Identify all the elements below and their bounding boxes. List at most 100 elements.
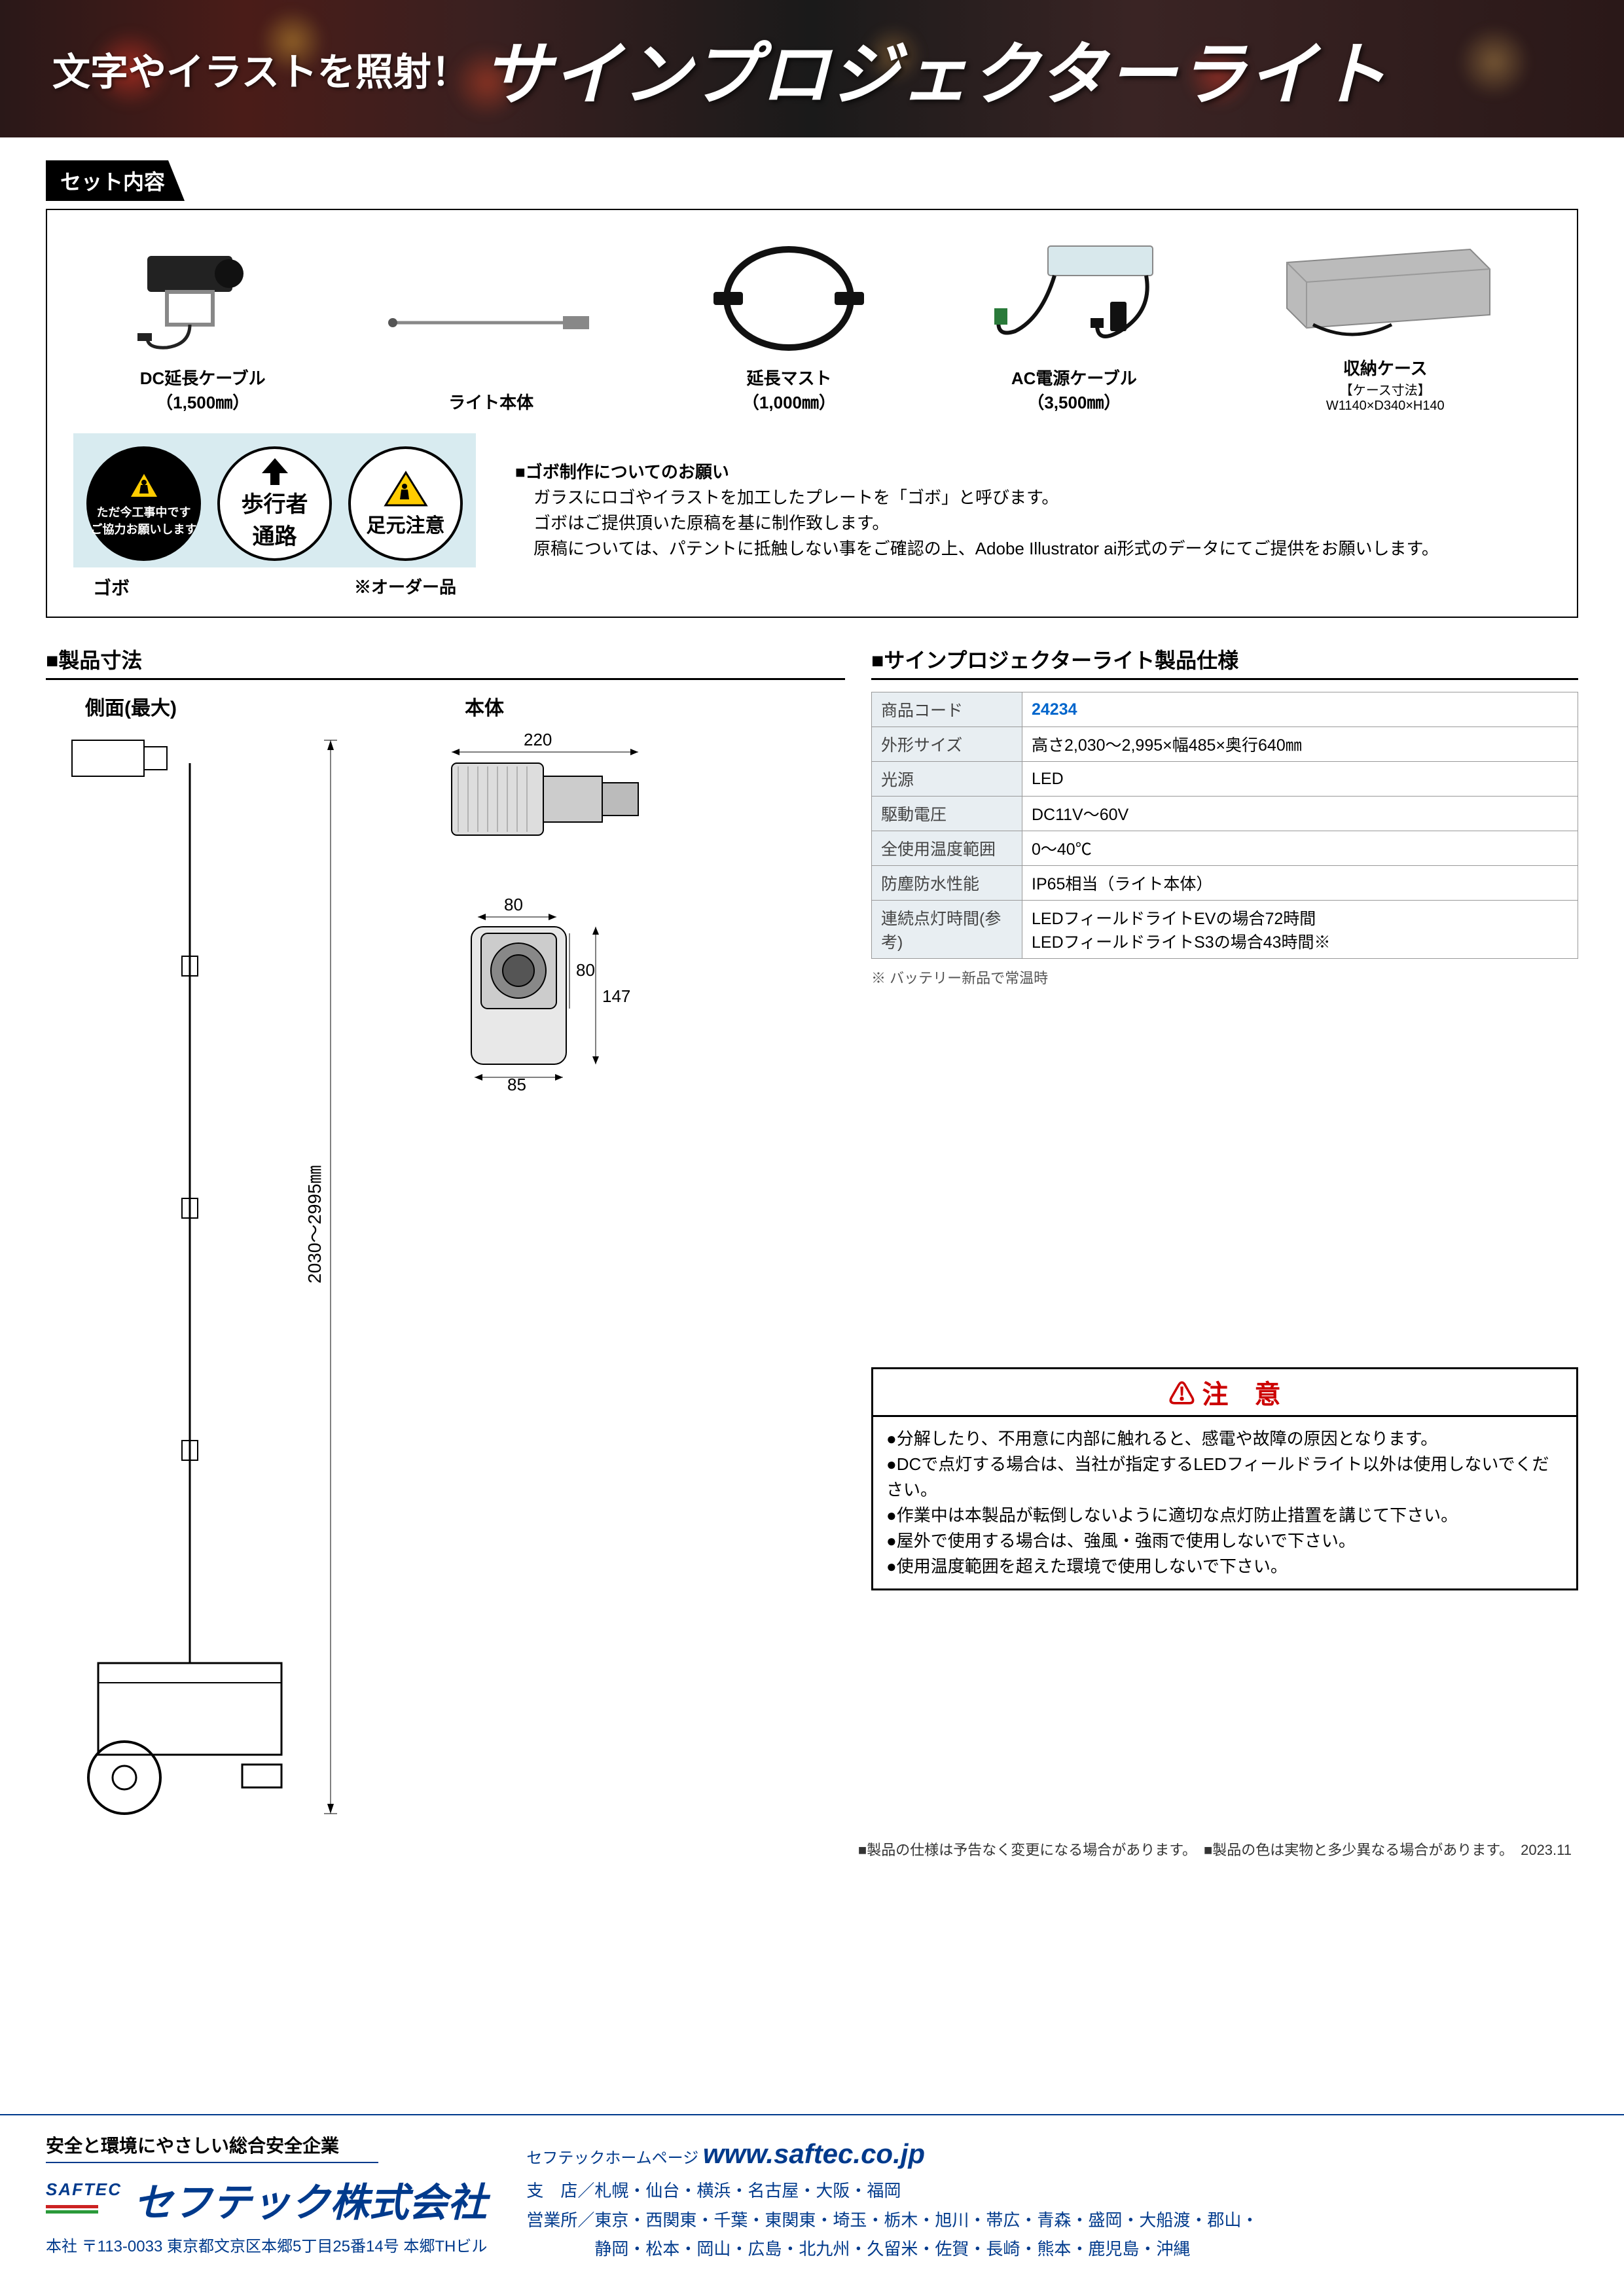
set-item-dc-cable: DC延長ケーブル （1,500㎜）: [128, 240, 278, 414]
gobo-note-head: ■ゴボ制作についてのお願い: [515, 459, 1439, 485]
branches-line2: 営業所／東京・西関東・千葉・東関東・埼玉・栃木・旭川・帯広・青森・盛岡・大船渡・…: [526, 2206, 1578, 2234]
table-row: 商品コード24234: [872, 692, 1578, 727]
hp-label: セフテックホームページ: [526, 2149, 698, 2167]
footer: 安全と環境にやさしい総合安全企業 SAFTEC セフテック株式会社 本社 〒11…: [0, 2114, 1624, 2296]
footer-tagline: 安全と環境にやさしい総合安全企業: [46, 2132, 378, 2163]
company-address: 本社 〒113-0033 東京都文京区本郷5丁目25番14号 本郷THビル: [46, 2233, 487, 2256]
dimensions-head: ■製品寸法: [46, 644, 845, 680]
table-row: 光源LED: [872, 762, 1578, 797]
gobo-area: ただ今工事中です ご協力お願いします 歩行者 通路 足元注意 ゴボ: [73, 433, 1551, 600]
case-dim-label: 【ケース寸法】: [1340, 380, 1431, 399]
spec-table: 商品コード24234 外形サイズ高さ2,030～2,995×幅485×奥行640…: [871, 692, 1578, 959]
table-row: 防塵防水性能IP65相当（ライト本体）: [872, 866, 1578, 901]
gobo2-line1: 歩行者: [242, 486, 308, 518]
disclaimer: ■製品の仕様は予告なく変更になる場合があります。 ■製品の色は実物と多少異なる場…: [46, 1839, 1578, 1859]
dim-220: 220: [524, 730, 552, 749]
set-item-case: 収納ケース 【ケース寸法】 W1140×D340×H140: [1274, 230, 1496, 414]
light-body-icon: [386, 290, 596, 355]
hero-title: サインプロジェクターライト: [482, 19, 1388, 118]
gobo1-line2: ご協力お願いします: [91, 520, 197, 537]
height-dim-text: 2030～2995㎜: [304, 1165, 325, 1283]
set-contents-tag: セット内容: [46, 160, 185, 201]
dim-80h: 80: [576, 960, 595, 980]
spec-key: 全使用温度範囲: [872, 831, 1022, 866]
body-view-label: 本体: [465, 692, 504, 721]
gobo-sample-2: 歩行者 通路: [217, 446, 332, 561]
spec-key: 外形サイズ: [872, 727, 1022, 762]
table-row: 連続点灯時間(参考)LEDフィールドライトEVの場合72時間 LEDフィールドラ…: [872, 901, 1578, 959]
dim-80w: 80: [504, 895, 523, 914]
item-label: 延長マスト: [704, 365, 874, 389]
caution-triangle-icon: [383, 470, 429, 509]
spec-val: LEDフィールドライトEVの場合72時間 LEDフィールドライトS3の場合43時…: [1022, 901, 1578, 959]
spec-val: LED: [1022, 762, 1578, 797]
ac-cable-icon: [983, 240, 1166, 357]
table-row: 外形サイズ高さ2,030～2,995×幅485×奥行640㎜: [872, 727, 1578, 762]
set-contents-box: DC延長ケーブル （1,500㎜） ライト本体: [46, 209, 1578, 618]
side-view-drawing: 2030～2995㎜: [46, 727, 386, 1827]
caution-item: ●使用温度範囲を超えた環境で使用しないで下さい。: [886, 1554, 1563, 1579]
branches-line3: 静岡・松本・岡山・広島・北九州・久留米・佐賀・長崎・熊本・鹿児島・沖縄: [526, 2234, 1578, 2263]
gobo-panel: ただ今工事中です ご協力お願いします 歩行者 通路 足元注意: [73, 433, 476, 567]
gobo-note-3: 原稿については、パテントに抵触しない事をご確認の上、Adobe Illustra…: [515, 536, 1439, 562]
worker-icon: [128, 471, 160, 503]
dc-cable-icon: [128, 243, 278, 354]
table-row: 全使用温度範囲0～40℃: [872, 831, 1578, 866]
branches-line1: 支 店／札幌・仙台・横浜・名古屋・大阪・福岡: [526, 2176, 1578, 2205]
gobo2-line2: 通路: [253, 518, 297, 550]
caution-list: ●分解したり、不用意に内部に触れると、感電や故障の原因となります。 ●DCで点灯…: [873, 1417, 1576, 1588]
brand-en: SAFTEC: [46, 2179, 122, 2200]
set-item-light-body: ライト本体: [386, 264, 596, 414]
company-logo: SAFTEC: [46, 2179, 122, 2219]
spec-val: IP65相当（ライト本体）: [1022, 866, 1578, 901]
item-label: DC延長ケーブル: [128, 365, 278, 389]
spec-val: 24234: [1022, 692, 1578, 727]
item-label: AC電源ケーブル: [983, 365, 1166, 389]
spec-head: ■サインプロジェクターライト製品仕様: [871, 644, 1578, 680]
caution-item: ●DCで点灯する場合は、当社が指定するLEDフィールドライト以外は使用しないでく…: [886, 1452, 1563, 1503]
spec-val: DC11V～60V: [1022, 797, 1578, 831]
gobo-note-2: ゴボはご提供頂いた原稿を基に制作致します。: [515, 511, 1439, 536]
spec-val: 高さ2,030～2,995×幅485×奥行640㎜: [1022, 727, 1578, 762]
side-view-label: 側面(最大): [85, 692, 177, 721]
dim-147: 147: [602, 986, 630, 1006]
item-label: ライト本体: [386, 389, 596, 414]
caution-item: ●分解したり、不用意に内部に触れると、感電や故障の原因となります。: [886, 1426, 1563, 1452]
spec-key: 連続点灯時間(参考): [872, 901, 1022, 959]
gobo-sample-1: ただ今工事中です ご協力お願いします: [86, 446, 201, 561]
body-view-drawing: 220 73.8: [406, 727, 681, 1827]
arrow-up-icon: [259, 457, 291, 486]
hero-banner: 文字やイラストを照射！ サインプロジェクターライト: [0, 0, 1624, 137]
table-row: 駆動電圧DC11V～60V: [872, 797, 1578, 831]
caution-head: ⚠ 注 意: [873, 1369, 1576, 1417]
spec-key: 駆動電圧: [872, 797, 1022, 831]
gobo-note-1: ガラスにロゴやイラストを加工したプレートを「ゴボ」と呼びます。: [515, 485, 1439, 511]
ext-mast-icon: [704, 240, 874, 357]
spec-key: 商品コード: [872, 692, 1022, 727]
item-sub: （1,500㎜）: [128, 389, 278, 414]
gobo1-line1: ただ今工事中です: [97, 503, 191, 520]
set-items-row: DC延長ケーブル （1,500㎜） ライト本体: [73, 230, 1551, 414]
case-icon: [1274, 236, 1496, 341]
gobo-label: ゴボ: [93, 574, 130, 600]
set-item-ext-mast: 延長マスト （1,000㎜）: [704, 240, 874, 414]
hp-url: www.saftec.co.jp: [703, 2138, 925, 2169]
case-dim: W1140×D340×H140: [1274, 399, 1496, 414]
gobo-note-block: ■ゴボ制作についてのお願い ガラスにロゴやイラストを加工したプレートを「ゴボ」と…: [515, 433, 1439, 562]
spec-key: 光源: [872, 762, 1022, 797]
caution-item: ●作業中は本製品が転倒しないように適切な点灯防止措置を講じて下さい。: [886, 1503, 1563, 1528]
company-name: セフテック株式会社: [134, 2171, 487, 2228]
item-sub: （1,000㎜）: [704, 389, 874, 414]
caution-box: ⚠ 注 意 ●分解したり、不用意に内部に触れると、感電や故障の原因となります。 …: [871, 1367, 1578, 1590]
gobo-order-note: ※オーダー品: [354, 574, 456, 600]
spec-val: 0～40℃: [1022, 831, 1578, 866]
gobo-sample-3: 足元注意: [348, 446, 463, 561]
spec-key: 防塵防水性能: [872, 866, 1022, 901]
set-item-ac-cable: AC電源ケーブル （3,500㎜）: [983, 240, 1166, 414]
caution-item: ●屋外で使用する場合は、強風・強雨で使用しないで下さい。: [886, 1528, 1563, 1554]
item-label: 収納ケース: [1274, 355, 1496, 380]
item-sub: （3,500㎜）: [983, 389, 1166, 414]
logo-bars-icon: [46, 2200, 98, 2219]
spec-footnote: ※ バッテリー新品で常温時: [871, 967, 1578, 988]
gobo3-text: 足元注意: [367, 509, 445, 538]
